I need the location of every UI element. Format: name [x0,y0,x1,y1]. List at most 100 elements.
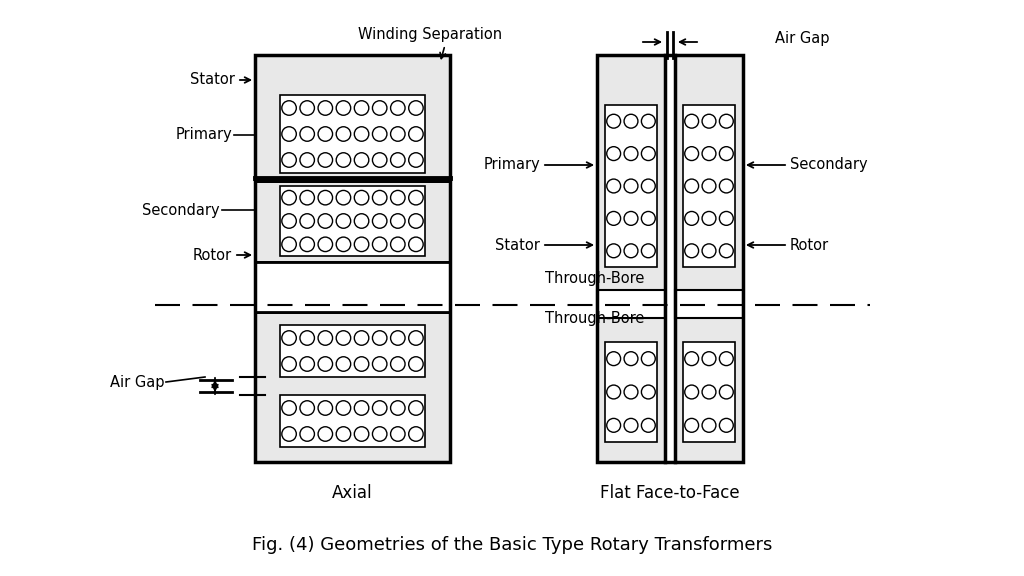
Circle shape [409,331,423,345]
Circle shape [300,427,314,441]
Circle shape [409,191,423,205]
Text: Through-Bore: Through-Bore [545,310,644,325]
Text: Primary: Primary [483,157,540,172]
Circle shape [300,401,314,415]
Text: Secondary: Secondary [142,203,220,218]
Circle shape [354,101,369,115]
Text: Flat Face-to-Face: Flat Face-to-Face [600,484,739,502]
Text: Fig. (4) Geometries of the Basic Type Rotary Transformers: Fig. (4) Geometries of the Basic Type Ro… [252,536,772,554]
Circle shape [300,191,314,205]
Circle shape [641,179,655,193]
Circle shape [685,385,698,399]
Bar [683,342,735,442]
Circle shape [720,244,733,257]
Text: Winding Separation: Winding Separation [358,28,502,43]
Circle shape [702,385,716,399]
Circle shape [354,357,369,372]
Circle shape [685,114,698,128]
Text: Rotor: Rotor [790,237,829,252]
Circle shape [354,427,369,441]
Bar [255,55,450,462]
Circle shape [409,101,423,115]
Circle shape [373,214,387,228]
Circle shape [641,147,655,161]
Bar [675,290,743,318]
Circle shape [624,179,638,193]
Circle shape [318,331,333,345]
Bar [597,55,665,462]
Circle shape [720,352,733,366]
Circle shape [300,153,314,167]
Circle shape [373,191,387,205]
Circle shape [720,418,733,432]
Circle shape [390,153,406,167]
Bar [280,186,425,256]
Text: Air Gap: Air Gap [111,374,165,389]
Circle shape [685,352,698,366]
Circle shape [607,114,621,128]
Bar [675,55,743,462]
Circle shape [409,153,423,167]
Circle shape [336,357,350,372]
Circle shape [354,237,369,252]
Bar [255,312,450,462]
Circle shape [318,153,333,167]
Circle shape [373,357,387,372]
Circle shape [685,147,698,161]
Bar [597,290,665,318]
Circle shape [318,357,333,372]
Bar [675,55,743,462]
Circle shape [720,179,733,193]
Circle shape [318,427,333,441]
Bar [683,105,735,267]
Circle shape [390,101,406,115]
Circle shape [282,427,296,441]
Circle shape [641,352,655,366]
Circle shape [300,357,314,372]
Circle shape [702,211,716,225]
Circle shape [607,352,621,366]
Circle shape [641,114,655,128]
Bar [280,95,425,173]
Circle shape [685,244,698,257]
Circle shape [282,101,296,115]
Text: Stator: Stator [496,237,540,252]
Circle shape [720,147,733,161]
Circle shape [607,147,621,161]
Circle shape [641,385,655,399]
Circle shape [318,237,333,252]
Circle shape [607,179,621,193]
Circle shape [624,114,638,128]
Bar [597,55,665,462]
Circle shape [282,401,296,415]
Circle shape [409,127,423,141]
Text: Through-Bore: Through-Bore [545,271,644,286]
Circle shape [282,214,296,228]
Circle shape [373,427,387,441]
Circle shape [624,385,638,399]
Circle shape [409,427,423,441]
Text: Primary: Primary [175,127,232,142]
Circle shape [390,331,406,345]
Circle shape [409,237,423,252]
Circle shape [641,211,655,225]
Circle shape [702,244,716,257]
Circle shape [282,191,296,205]
Circle shape [624,352,638,366]
Circle shape [685,179,698,193]
Circle shape [300,127,314,141]
Text: Secondary: Secondary [790,157,867,172]
Circle shape [624,147,638,161]
Circle shape [300,101,314,115]
Circle shape [336,153,350,167]
Circle shape [607,418,621,432]
Circle shape [318,214,333,228]
Circle shape [702,179,716,193]
Circle shape [354,127,369,141]
Circle shape [373,127,387,141]
Circle shape [373,401,387,415]
Circle shape [336,237,350,252]
Circle shape [409,401,423,415]
Bar [605,105,657,267]
Circle shape [300,214,314,228]
